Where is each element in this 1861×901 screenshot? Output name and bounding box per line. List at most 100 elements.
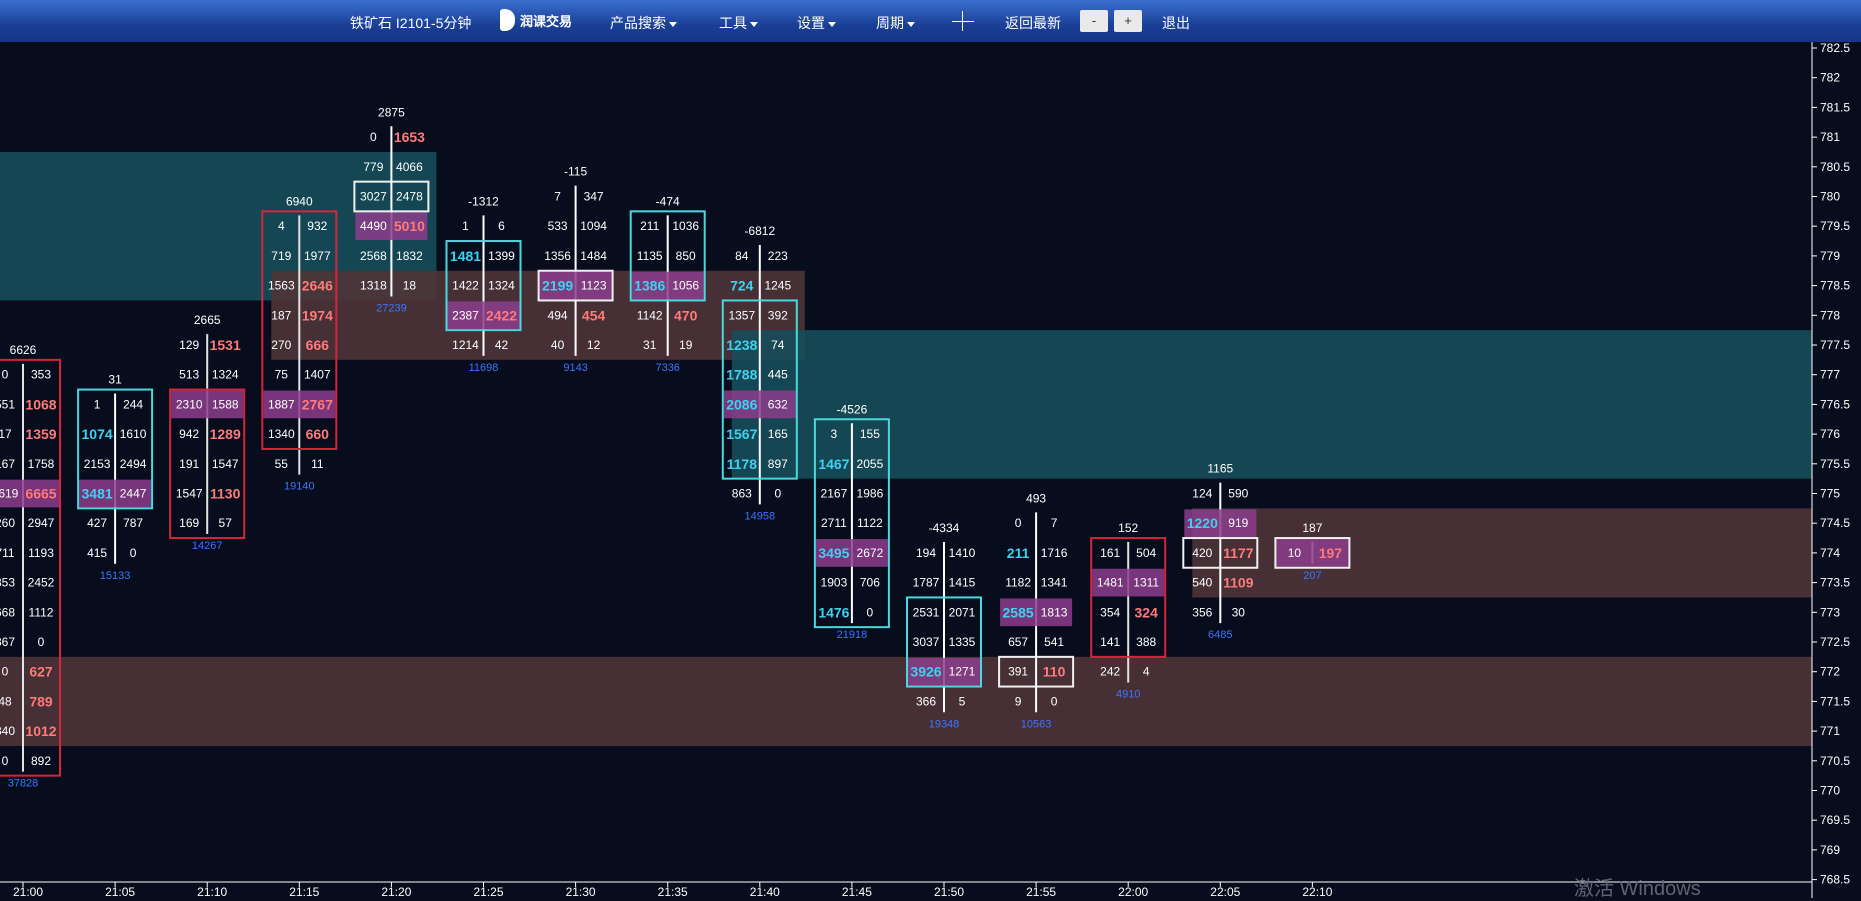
ask-volume: 2767 [302, 396, 333, 412]
ask-volume: 2071 [949, 605, 976, 619]
price-tick-label: 769.5 [1820, 813, 1850, 827]
bid-volume: 2086 [726, 396, 757, 412]
menu-tools[interactable]: 工具 [719, 13, 758, 33]
ask-volume: 7 [1051, 516, 1058, 530]
ask-volume: 324 [1135, 604, 1159, 620]
menu-period[interactable]: 周期 [876, 13, 915, 33]
bid-volume: 1214 [452, 338, 479, 352]
bid-volume: 84 [735, 249, 749, 263]
bid-volume: 1 [94, 397, 101, 411]
footprint-bar[interactable]: 161 504 1481 1311 354 324 141 388 242 4 152 4910 [1090, 521, 1167, 701]
ask-volume: 1056 [672, 279, 699, 293]
time-tick-label: 21:30 [566, 885, 596, 898]
footprint-bar[interactable]: 3 155 1467 2055 2167 1986 2711 1122 3495 2672 1903… [813, 402, 890, 641]
ask-volume: 787 [123, 516, 143, 530]
footprint-bar[interactable]: 129 1531 513 1324 2310 1588 942 1289 191 1547 1547… [169, 313, 246, 552]
bid-volume: 540 [1192, 576, 1212, 590]
bid-volume: 1422 [452, 279, 479, 293]
footprint-bar[interactable]: 0 353 551 1068 17 1359 167 1758 2619 6665 260 2947 7… [0, 343, 61, 790]
footprint-bar[interactable]: 10 197 187 207 [1274, 521, 1351, 582]
back-to-latest-button[interactable]: 返回最新 [1005, 15, 1061, 31]
bar-body [998, 655, 1075, 688]
footprint-bar[interactable]: 124 590 1220 919 420 1177 540 1109 356 30 1165 6485 [1182, 462, 1259, 642]
footprint-bar[interactable]: 0 1653 779 4066 3027 2478 4490 5010 2568 1832 1318… [353, 105, 430, 314]
footprint-bar[interactable]: 194 1410 1787 1415 2531 2071 3037 1335 3926 1271 3… [906, 521, 982, 730]
bid-volume: 356 [1192, 605, 1212, 619]
price-tick-label: 775 [1820, 487, 1840, 501]
footprint-bar[interactable]: 84 223 724 1245 1357 392 1238 74 1788 445 2086 632 1… [721, 224, 798, 522]
footprint-bar[interactable]: 1 6 1481 1399 1422 1324 2387 2422 1214 42 -1312 116… [445, 194, 522, 374]
price-tick-label: 774 [1820, 546, 1840, 560]
bar-delta: 152 [1118, 521, 1138, 535]
bar-volume: 21918 [837, 629, 868, 641]
ask-volume: 627 [29, 664, 53, 680]
price-tick-label: 780.5 [1820, 160, 1850, 174]
price-tick-label: 772.5 [1820, 635, 1850, 649]
ask-volume: 1758 [28, 457, 55, 471]
bar-body [537, 269, 614, 302]
time-tick-label: 22:05 [1210, 885, 1240, 898]
crosshair-icon[interactable] [952, 11, 974, 31]
bid-volume: 1481 [450, 248, 481, 264]
price-tick-label: 772 [1820, 665, 1840, 679]
ask-volume: 5010 [394, 218, 425, 234]
time-tick-label: 21:05 [105, 885, 135, 898]
menu-product-search[interactable]: 产品搜索 [610, 13, 677, 33]
bar-delta: -115 [564, 165, 587, 179]
bid-volume: 719 [271, 249, 291, 263]
ask-volume: 932 [307, 219, 327, 233]
price-axis: 782.5 782 781.5 781 780.5 780 779.5 779 778.5 778… [1811, 41, 1850, 898]
footprint-bar[interactable]: 4 932 719 1977 1563 2646 187 1974 270 666 75 1407 18… [261, 194, 338, 493]
cell-highlight [1276, 539, 1349, 567]
bid-volume: 2585 [1003, 604, 1034, 620]
bid-volume: 2310 [176, 397, 203, 411]
ask-volume: 2672 [857, 546, 884, 560]
bid-volume: 124 [1192, 487, 1212, 501]
menu-settings[interactable]: 设置 [797, 13, 836, 33]
bar-body [1182, 537, 1259, 569]
bar-volume: 9143 [563, 362, 587, 374]
zoom-out-button[interactable]: - [1080, 10, 1108, 32]
bid-volume: 1788 [726, 367, 757, 383]
bar-delta: -474 [656, 194, 680, 208]
ask-volume: 1415 [949, 576, 976, 590]
ask-volume: 1068 [25, 396, 56, 412]
ask-volume: 1324 [212, 368, 239, 382]
price-tick-label: 771.5 [1820, 694, 1850, 708]
bar-body [77, 388, 154, 510]
ask-volume: 1977 [304, 249, 331, 263]
top-toolbar: 铁矿石 I2101-5分钟 润课交易 产品搜索 工具 设置 周期 返回最新 - … [0, 0, 1861, 42]
exit-button[interactable]: 退出 [1162, 15, 1190, 31]
time-tick-label: 21:20 [381, 885, 411, 898]
footprint-bar[interactable]: 211 1036 1135 850 1386 1056 1142 470 31 19 -474 733… [629, 194, 706, 374]
time-tick-label: 22:00 [1118, 885, 1148, 898]
bar-body [721, 299, 798, 480]
bid-volume: 551 [0, 397, 15, 411]
ask-volume: 0 [38, 635, 45, 649]
zoom-in-button[interactable]: + [1114, 10, 1142, 32]
bid-volume: 1340 [268, 427, 295, 441]
bar-body [1090, 537, 1167, 658]
bid-volume: 7 [554, 190, 561, 204]
zone-resistance [731, 330, 1812, 479]
time-tick-label: 21:45 [842, 885, 872, 898]
bar-volume: 19140 [284, 481, 315, 493]
ask-volume: 1974 [302, 307, 333, 323]
ask-volume: 392 [768, 308, 788, 322]
bar-volume: 15133 [100, 570, 131, 582]
time-tick-label: 21:50 [934, 885, 964, 898]
ask-volume: 388 [1136, 635, 1156, 649]
bid-volume: 1142 [637, 308, 663, 322]
bid-volume: 40 [551, 338, 565, 352]
bid-volume: 4490 [360, 219, 387, 233]
footprint-bar[interactable]: 1 244 1074 1610 2153 2494 3481 2447 427 787 415 0 31… [77, 373, 154, 582]
footprint-bar[interactable]: 7 347 533 1094 1356 1484 2199 1123 494 454 40 12 -11… [537, 165, 614, 374]
bid-volume: 340 [0, 724, 15, 738]
bid-volume: 2167 [821, 487, 848, 501]
ask-volume: 5 [959, 694, 966, 708]
ask-volume: 74 [771, 338, 785, 352]
ask-volume: 353 [31, 368, 51, 382]
bar-body [169, 388, 246, 540]
